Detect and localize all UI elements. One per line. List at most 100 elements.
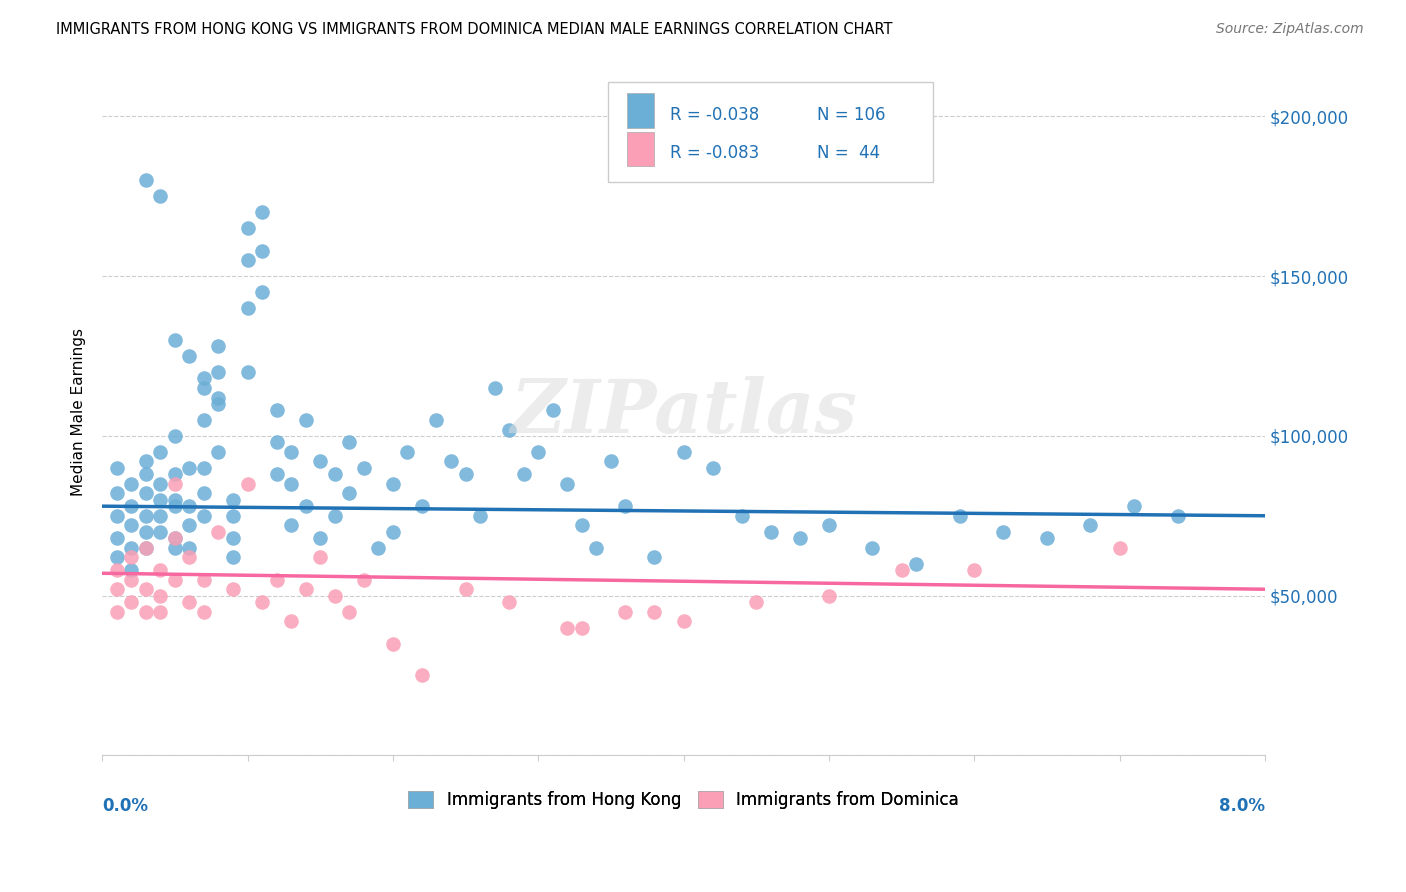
- Point: [367, 541, 389, 555]
- Point: [207, 339, 229, 353]
- Point: [236, 476, 259, 491]
- Point: [643, 550, 665, 565]
- Point: [381, 476, 404, 491]
- Point: [396, 445, 419, 459]
- Point: [1167, 508, 1189, 523]
- Point: [381, 524, 404, 539]
- Point: [294, 499, 316, 513]
- Point: [135, 524, 157, 539]
- Point: [323, 467, 346, 482]
- Point: [381, 636, 404, 650]
- Point: [222, 508, 245, 523]
- Point: [266, 435, 288, 450]
- Point: [759, 524, 782, 539]
- Point: [266, 467, 288, 482]
- Point: [120, 573, 142, 587]
- Point: [993, 524, 1015, 539]
- Point: [207, 397, 229, 411]
- Point: [149, 589, 172, 603]
- Point: [193, 486, 215, 500]
- Text: N = 106: N = 106: [817, 105, 886, 123]
- Point: [149, 445, 172, 459]
- Point: [337, 486, 360, 500]
- Point: [411, 499, 433, 513]
- Point: [309, 550, 332, 565]
- Point: [236, 365, 259, 379]
- Point: [222, 492, 245, 507]
- Point: [454, 582, 477, 597]
- Point: [222, 531, 245, 545]
- Point: [484, 381, 506, 395]
- Point: [163, 333, 186, 347]
- Point: [135, 454, 157, 468]
- FancyBboxPatch shape: [627, 94, 654, 128]
- Point: [337, 435, 360, 450]
- Point: [105, 460, 128, 475]
- Point: [163, 476, 186, 491]
- Point: [468, 508, 491, 523]
- Point: [1108, 541, 1130, 555]
- Point: [135, 173, 157, 187]
- Point: [411, 668, 433, 682]
- Point: [571, 621, 593, 635]
- Point: [266, 573, 288, 587]
- Point: [149, 492, 172, 507]
- Point: [149, 508, 172, 523]
- Text: N =  44: N = 44: [817, 144, 880, 162]
- Point: [120, 541, 142, 555]
- Point: [163, 492, 186, 507]
- Point: [207, 391, 229, 405]
- Point: [149, 524, 172, 539]
- Point: [309, 454, 332, 468]
- Point: [105, 486, 128, 500]
- Point: [280, 614, 302, 628]
- Y-axis label: Median Male Earnings: Median Male Earnings: [72, 328, 86, 496]
- Point: [135, 541, 157, 555]
- Point: [163, 499, 186, 513]
- Point: [193, 381, 215, 395]
- Point: [250, 595, 273, 609]
- Point: [818, 518, 841, 533]
- Text: R = -0.083: R = -0.083: [669, 144, 759, 162]
- Point: [163, 573, 186, 587]
- Point: [963, 563, 986, 577]
- Point: [179, 499, 201, 513]
- Point: [193, 460, 215, 475]
- Point: [250, 205, 273, 219]
- Point: [105, 582, 128, 597]
- Point: [179, 595, 201, 609]
- FancyBboxPatch shape: [627, 132, 654, 166]
- Point: [120, 563, 142, 577]
- Point: [120, 518, 142, 533]
- Point: [135, 541, 157, 555]
- Point: [193, 508, 215, 523]
- Point: [512, 467, 534, 482]
- Point: [672, 445, 695, 459]
- Point: [193, 605, 215, 619]
- Point: [135, 582, 157, 597]
- Point: [250, 244, 273, 258]
- Point: [353, 573, 375, 587]
- Point: [120, 476, 142, 491]
- Text: R = -0.038: R = -0.038: [669, 105, 759, 123]
- Point: [527, 445, 550, 459]
- Point: [163, 429, 186, 443]
- Point: [280, 476, 302, 491]
- Point: [163, 531, 186, 545]
- Point: [425, 413, 447, 427]
- Point: [163, 531, 186, 545]
- Point: [120, 499, 142, 513]
- Point: [498, 595, 520, 609]
- Point: [555, 476, 578, 491]
- Point: [120, 550, 142, 565]
- Point: [890, 563, 912, 577]
- Point: [614, 499, 637, 513]
- Point: [179, 518, 201, 533]
- Point: [280, 518, 302, 533]
- Text: 8.0%: 8.0%: [1219, 797, 1265, 814]
- Point: [309, 531, 332, 545]
- Point: [207, 365, 229, 379]
- Point: [236, 253, 259, 268]
- Point: [440, 454, 463, 468]
- Point: [149, 189, 172, 203]
